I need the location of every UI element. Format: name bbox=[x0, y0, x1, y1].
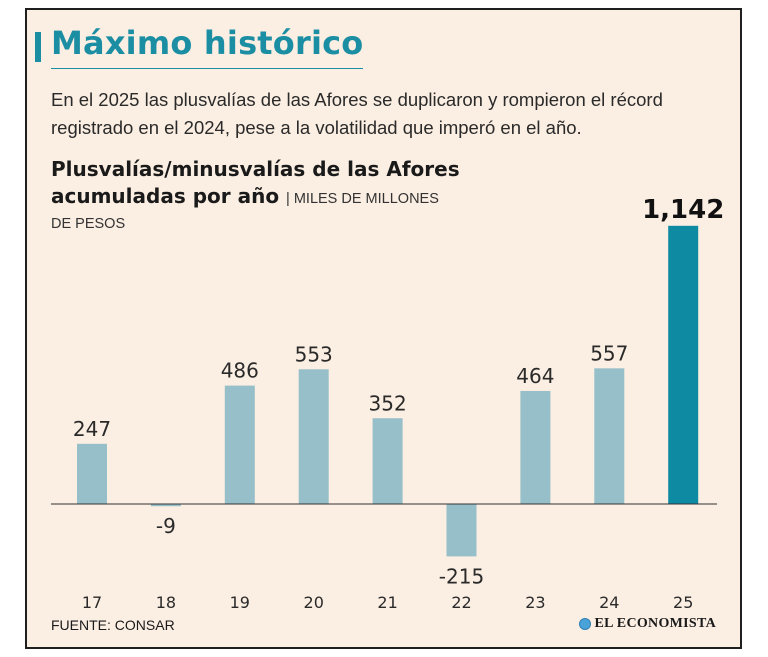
data-label-21: 352 bbox=[369, 391, 407, 415]
bar-24 bbox=[594, 368, 625, 504]
data-label-17: 247 bbox=[73, 417, 111, 441]
units-label-continued: DE PESOS bbox=[51, 216, 126, 232]
bar-21 bbox=[372, 418, 403, 504]
data-label-25: 1,142 bbox=[642, 195, 724, 225]
subtitle: En el 2025 las plusvalías de las Afores … bbox=[51, 89, 663, 138]
x-tick-label-17: 17 bbox=[82, 593, 102, 612]
data-label-24: 557 bbox=[590, 341, 628, 365]
bar-19 bbox=[224, 385, 255, 504]
publisher-logo: EL ECONOMISTA bbox=[578, 616, 717, 632]
globe-icon bbox=[578, 618, 591, 630]
chart-title-block: Plusvalías/minusvalías de las Afores acu… bbox=[51, 156, 511, 213]
bar-20 bbox=[298, 369, 329, 504]
page-title: Máximo histórico bbox=[51, 24, 364, 62]
data-label-20: 553 bbox=[295, 342, 333, 366]
units-separator: | bbox=[286, 191, 290, 207]
title-underline bbox=[51, 68, 363, 69]
chart-title: Plusvalías/minusvalías de las Afores acu… bbox=[51, 157, 460, 208]
x-tick-label-19: 19 bbox=[230, 593, 250, 612]
bar-chart: 247 17 -9 18 486 19 553 20 352 21 -215 22 464 23 557 24… bbox=[51, 195, 724, 612]
x-tick-label-25: 25 bbox=[673, 593, 693, 612]
bar-23 bbox=[520, 390, 551, 504]
data-label-22: -215 bbox=[439, 564, 484, 588]
data-label-19: 486 bbox=[221, 359, 259, 383]
x-tick-label-18: 18 bbox=[156, 593, 176, 612]
title-accent-bar bbox=[35, 32, 41, 62]
publisher-name: EL ECONOMISTA bbox=[594, 616, 716, 631]
data-label-18: -9 bbox=[156, 514, 176, 538]
x-tick-label-21: 21 bbox=[377, 593, 397, 612]
x-tick-label-22: 22 bbox=[451, 593, 471, 612]
x-tick-label-20: 20 bbox=[304, 593, 324, 612]
bar-17 bbox=[77, 443, 107, 504]
infographic-frame: Máximo histórico En el 2025 las plusvalí… bbox=[25, 8, 742, 649]
x-tick-label-23: 23 bbox=[525, 593, 545, 612]
x-tick-label-24: 24 bbox=[599, 593, 619, 612]
bar-22 bbox=[446, 504, 477, 557]
bar-25 bbox=[668, 225, 699, 504]
units-label: MILES DE MILLONES bbox=[293, 191, 439, 207]
data-label-23: 464 bbox=[516, 364, 554, 388]
source-note: FUENTE: CONSAR bbox=[51, 617, 175, 633]
bar-18 bbox=[150, 504, 181, 507]
